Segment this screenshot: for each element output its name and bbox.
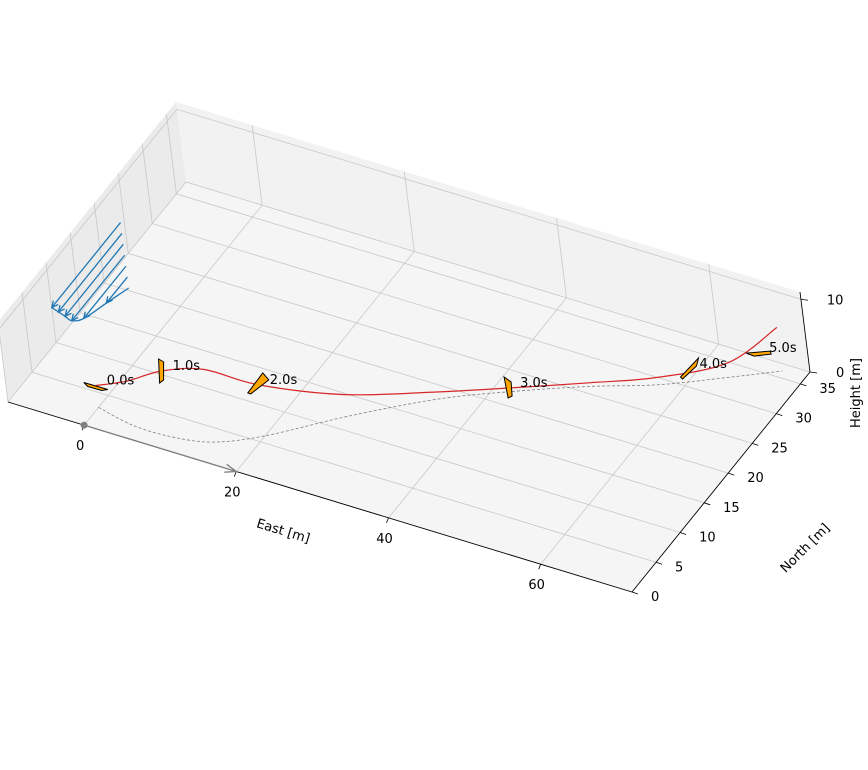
- x-tick-mark: [233, 471, 237, 477]
- x-tick-label: 20: [224, 486, 241, 501]
- y-tick-label: 5: [675, 560, 683, 575]
- y-tick-label: 20: [747, 471, 764, 486]
- z-tick-label: 0: [836, 366, 844, 381]
- side-pane: [0, 102, 186, 402]
- back-pane: [176, 102, 810, 372]
- z-axis-line: [799, 291, 811, 373]
- time-marker: [158, 358, 165, 384]
- y-tick-label: 25: [771, 441, 788, 456]
- wind-profile-curve: [51, 287, 130, 322]
- ground-track-line: [98, 370, 783, 443]
- y-tick-mark: [776, 413, 783, 417]
- x-tick-mark: [386, 517, 389, 524]
- axis-panes: [0, 102, 810, 592]
- time-marker-label: 4.0s: [699, 357, 727, 372]
- wind-arrow: [105, 276, 128, 304]
- reference-arrow-head: [224, 463, 239, 473]
- y-tick-label: 15: [723, 501, 740, 516]
- y-tick-label: 0: [651, 590, 659, 605]
- floor-pane: [8, 182, 810, 592]
- y-tick-mark: [752, 442, 759, 446]
- time-marker-label: 3.0s: [520, 376, 548, 391]
- x-tick-label: 60: [528, 578, 545, 593]
- time-marker-label: 1.0s: [173, 359, 201, 374]
- x-tick-label: 40: [376, 532, 393, 547]
- y-tick-label: 10: [699, 531, 716, 546]
- z-tick-label: 10: [827, 293, 844, 308]
- x-tick-label: 0: [76, 439, 84, 454]
- y-axis-label: North [m]: [778, 521, 833, 576]
- time-marker: [83, 382, 108, 392]
- time-marker: [246, 372, 270, 395]
- time-marker: [503, 375, 513, 399]
- y-axis-line: [631, 371, 811, 593]
- grid-line-z: [7, 181, 811, 403]
- x-tick-mark: [538, 564, 542, 570]
- grid-line-z: [0, 108, 802, 329]
- time-marker-label: 5.0s: [769, 341, 797, 356]
- time-marker-label: 2.0s: [270, 373, 298, 388]
- wind-arrow: [64, 243, 124, 317]
- z-tick-mark: [800, 298, 808, 301]
- time-marker: [746, 350, 772, 357]
- reference-arrow: [83, 424, 237, 473]
- y-tick-mark: [704, 502, 711, 506]
- y-tick-mark: [728, 472, 735, 476]
- wind-arrow: [57, 232, 123, 313]
- grid-lines: [0, 108, 811, 593]
- x-axis-label: East [m]: [255, 516, 312, 546]
- time-markers: 0.0s 1.0s 2.0s 3.0s 4.0s 5.0s: [83, 341, 797, 399]
- y-tick-mark: [655, 561, 663, 565]
- time-marker-label: 0.0s: [107, 374, 135, 389]
- y-tick-mark: [631, 591, 639, 595]
- y-tick-label: 30: [795, 412, 812, 427]
- y-tick-label: 35: [819, 382, 836, 397]
- time-marker: [679, 356, 700, 380]
- z-tick-mark: [809, 371, 818, 374]
- wind-arrow: [71, 254, 126, 322]
- y-tick-mark: [679, 532, 687, 535]
- wind-arrow: [83, 265, 127, 319]
- wind-arrow: [51, 222, 122, 308]
- z-axis-label: Height [m]: [849, 358, 864, 428]
- y-tick-mark: [800, 383, 807, 387]
